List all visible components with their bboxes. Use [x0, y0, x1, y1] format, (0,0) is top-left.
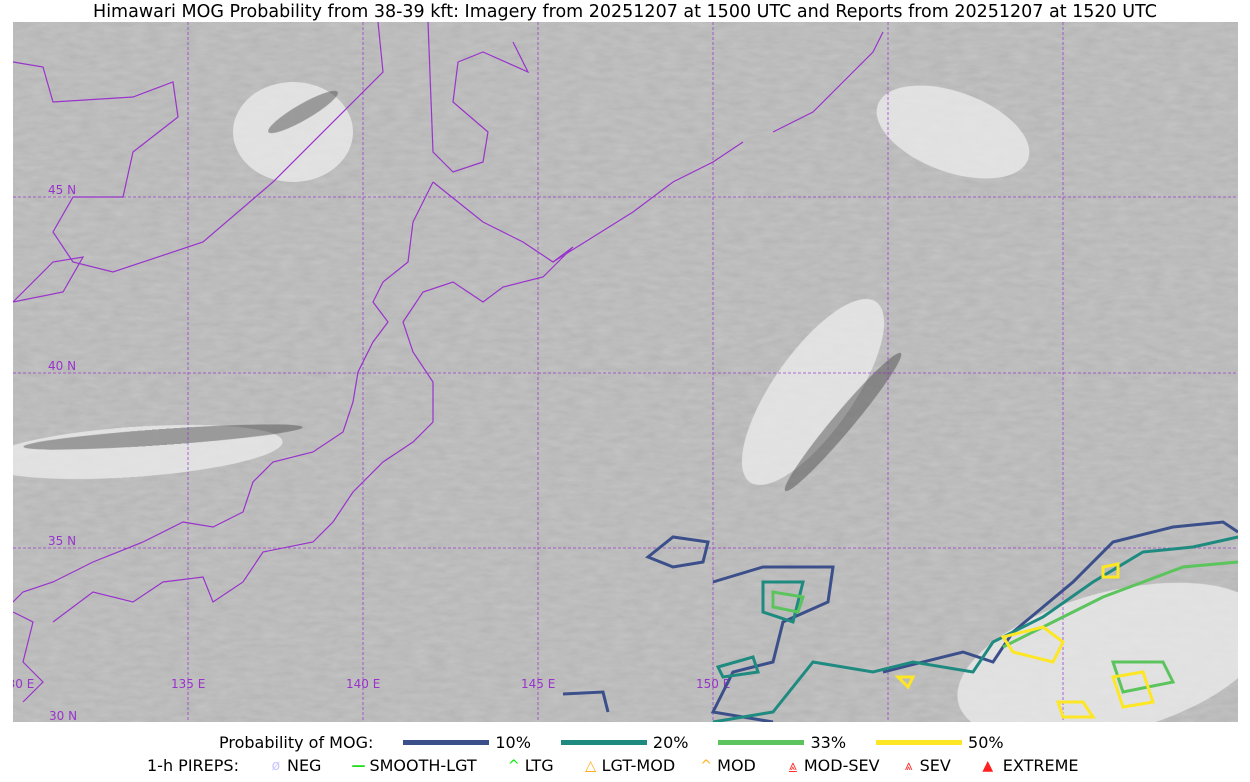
map-title: Himawari MOG Probability from 38-39 kft:…	[93, 2, 1157, 22]
graticule	[13, 22, 1238, 722]
lon-label: 135 E	[171, 677, 205, 691]
imagery-texture	[13, 22, 1238, 722]
lat-label: 40 N	[48, 359, 76, 373]
lon-label: 145 E	[521, 677, 555, 691]
neg-icon: ø	[271, 757, 281, 774]
lat-label: 35 N	[48, 534, 76, 548]
caret-icon: ^	[507, 757, 520, 774]
legend-item-10: 10%	[373, 733, 531, 752]
pireps-legend-label: 1-h PIREPS:	[147, 756, 239, 775]
legend-label: LTG	[524, 756, 554, 775]
lon-label: 130 E	[13, 677, 34, 691]
lon-label: 140 E	[346, 677, 380, 691]
legend-item-33: 33%	[688, 733, 846, 752]
swatch	[403, 740, 490, 745]
pireps-legend: 1-h PIREPS: ø NEG — SMOOTH-LGT ^ LTG △ LGT-M…	[0, 756, 1250, 775]
legend-label: 33%	[810, 733, 847, 752]
double-caret-bar-icon: ⩓	[788, 757, 797, 774]
contour-10	[562, 520, 1238, 722]
mog-contours	[562, 520, 1238, 722]
filled-triangle-icon: ▲	[982, 757, 994, 774]
satellite-map: 45 N 40 N 35 N 30 N 130 E 135 E 140 E 14…	[13, 22, 1238, 722]
lat-label: 45 N	[48, 183, 76, 197]
legend-item-50: 50%	[846, 733, 1004, 752]
legend-label: MOD-SEV	[803, 756, 880, 775]
legend-item-20: 20%	[531, 733, 689, 752]
legend-label: SEV	[919, 756, 951, 775]
legend-label: LGT-MOD	[601, 756, 676, 775]
legend-label: SMOOTH-LGT	[369, 756, 477, 775]
legend-label: 10%	[495, 733, 531, 752]
lat-label: 30 N	[49, 709, 77, 722]
lon-label: 150 E	[696, 677, 730, 691]
caret-icon: ^	[700, 757, 712, 774]
grid-labels: 45 N 40 N 35 N 30 N 130 E 135 E 140 E 14…	[13, 183, 730, 722]
probability-legend-label: Probability of MOG:	[219, 733, 374, 752]
legend-label: MOD	[717, 756, 756, 775]
legend-label: EXTREME	[1002, 756, 1079, 775]
caret-bar-icon: △	[585, 757, 596, 774]
swatch	[718, 740, 805, 745]
coastlines	[13, 22, 884, 703]
double-caret-icon: ⩓	[904, 757, 913, 774]
legend-label: 20%	[652, 733, 689, 752]
swatch	[560, 740, 647, 745]
legend-label: NEG	[286, 756, 322, 775]
probability-legend: Probability of MOG: 10% 20% 33% 50%	[0, 733, 1250, 752]
line-icon: —	[351, 757, 366, 774]
contour-50	[894, 562, 1155, 719]
contour-20	[712, 535, 1238, 722]
swatch	[876, 740, 963, 745]
legend-label: 50%	[968, 733, 1004, 752]
contour-33	[771, 560, 1238, 694]
